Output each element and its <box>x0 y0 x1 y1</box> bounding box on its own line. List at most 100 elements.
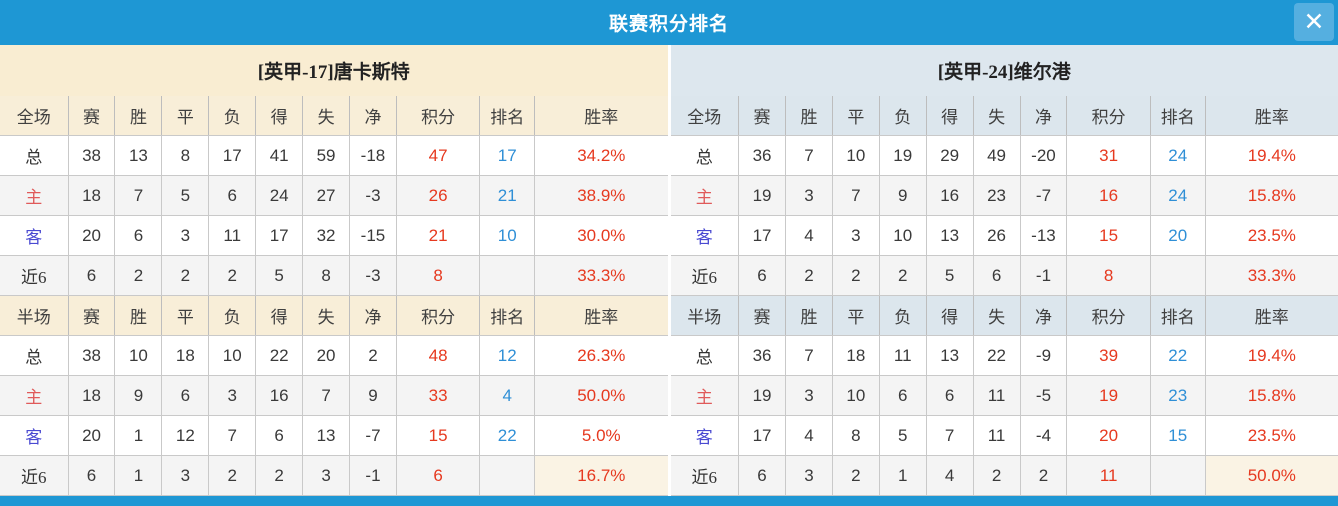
stats-table: 全场赛胜平负得失净积分 排名 胜率总 38 13 8 17 41 59 -18 47 17 34.2% 主… <box>0 96 668 496</box>
stat-cell: 18 <box>161 335 210 376</box>
stat-cell: 17 <box>255 215 304 256</box>
stat-cell: 7 <box>785 135 833 176</box>
table-row: 客 17 4 8 5 7 11 -4 20 15 23.5% <box>670 415 1338 456</box>
table-row: 主 18 9 6 3 16 7 9 33 4 50.0% <box>0 375 668 416</box>
stats-table-body: 全场赛胜平负得失净积分 排名 胜率总 38 13 8 17 41 59 -18 47 17 34.2% 主… <box>0 96 668 496</box>
stat-cell: 2 <box>114 255 163 296</box>
stat-cell: 3 <box>302 455 351 496</box>
column-header: 胜 <box>114 295 163 336</box>
points-cell: 26 <box>396 175 481 216</box>
rank-cell: 21 <box>479 175 536 216</box>
column-header: 失 <box>973 295 1021 336</box>
rank-cell: 4 <box>479 375 536 416</box>
win-rate-cell: 33.3% <box>534 255 668 296</box>
stat-cell: 26 <box>973 215 1021 256</box>
stat-cell: 10 <box>208 335 257 376</box>
stat-cell: 11 <box>208 215 257 256</box>
table-row: 总 36 7 18 11 13 22 -9 39 22 19.4% <box>670 335 1338 376</box>
stat-cell: 2 <box>161 255 210 296</box>
stat-cell: 2 <box>879 255 927 296</box>
team-name: [英甲-24]维尔港 <box>937 62 1071 83</box>
win-rate-cell: 30.0% <box>534 215 668 256</box>
stat-cell: 19 <box>738 175 786 216</box>
stat-cell: 20 <box>68 215 116 256</box>
rank-cell: 15 <box>1150 415 1206 456</box>
stats-table: 全场赛胜平负得失净积分 排名 胜率总 36 7 10 19 29 49 -20 31 24 19.4% 主… <box>670 96 1338 496</box>
row-label: 主 <box>670 175 740 216</box>
column-header: 平 <box>832 295 880 336</box>
rank-cell <box>479 455 536 496</box>
stat-cell: 1 <box>879 455 927 496</box>
stat-cell: 36 <box>738 335 786 376</box>
stat-cell: 12 <box>161 415 210 456</box>
stat-cell: 36 <box>738 135 786 176</box>
stat-cell: 38 <box>68 335 116 376</box>
stat-cell: 29 <box>926 135 974 176</box>
stat-cell: -15 <box>349 215 397 256</box>
row-label: 客 <box>0 415 69 456</box>
stat-cell: 20 <box>302 335 351 376</box>
column-header: 平 <box>161 96 210 136</box>
stat-cell: -3 <box>349 255 397 296</box>
title-bar: 联赛积分排名 ✕ <box>0 0 1338 45</box>
section-header-row: 全场赛胜平负得失净积分 排名 胜率 <box>0 96 668 136</box>
points-cell: 8 <box>1066 255 1151 296</box>
stat-cell: 3 <box>785 455 833 496</box>
column-header: 得 <box>255 295 304 336</box>
stat-cell: 4 <box>785 415 833 456</box>
stat-cell: 7 <box>926 415 974 456</box>
row-label: 主 <box>0 175 69 216</box>
stat-cell: -13 <box>1020 215 1068 256</box>
stat-cell: 10 <box>832 135 880 176</box>
rank-cell: 12 <box>479 335 536 376</box>
stat-cell: 22 <box>255 335 304 376</box>
win-rate-cell: 19.4% <box>1205 135 1338 176</box>
stat-cell: 27 <box>302 175 351 216</box>
row-label: 总 <box>670 135 740 176</box>
win-rate-cell: 19.4% <box>1205 335 1338 376</box>
stat-cell: 2 <box>832 255 880 296</box>
stat-cell: 6 <box>738 455 786 496</box>
row-label: 主 <box>0 375 69 416</box>
stat-cell: 5 <box>926 255 974 296</box>
points-cell: 47 <box>396 135 481 176</box>
stat-cell: 9 <box>114 375 163 416</box>
row-label: 客 <box>0 215 69 256</box>
stat-cell: 4 <box>785 215 833 256</box>
team-header: [英甲-24]维尔港 <box>670 45 1338 96</box>
team-header: [英甲-17]唐卡斯特 <box>0 45 668 96</box>
stat-cell: 59 <box>302 135 351 176</box>
close-button[interactable]: ✕ <box>1294 3 1334 41</box>
section-header-row: 半场赛胜平负得失净积分 排名 胜率 <box>670 295 1338 336</box>
column-header: 排名 <box>479 295 536 336</box>
table-row: 近6 6 2 2 2 5 6 -1 8 33.3% <box>670 255 1338 296</box>
column-header: 赛 <box>738 295 786 336</box>
table-row: 总 38 13 8 17 41 59 -18 47 17 34.2% <box>0 135 668 176</box>
rank-cell: 22 <box>479 415 536 456</box>
win-rate-cell: 15.8% <box>1205 175 1338 216</box>
stats-table-body: 全场赛胜平负得失净积分 排名 胜率总 36 7 10 19 29 49 -20 31 24 19.4% 主… <box>670 96 1338 496</box>
section-label-header: 全场 <box>670 96 740 136</box>
column-header: 得 <box>926 96 974 136</box>
stat-cell: 41 <box>255 135 304 176</box>
table-row: 客 17 4 3 10 13 26 -13 15 20 23.5% <box>670 215 1338 256</box>
column-header: 积分 <box>1066 96 1151 136</box>
column-header: 积分 <box>396 295 481 336</box>
stat-cell: 19 <box>879 135 927 176</box>
stat-cell: -20 <box>1020 135 1068 176</box>
stat-cell: 5 <box>255 255 304 296</box>
points-cell: 31 <box>1066 135 1151 176</box>
table-row: 客 20 1 12 7 6 13 -7 15 22 5.0% <box>0 415 668 456</box>
stat-cell: 18 <box>68 375 116 416</box>
stat-cell: 17 <box>208 135 257 176</box>
rank-cell: 10 <box>479 215 536 256</box>
stat-cell: 2 <box>208 255 257 296</box>
stat-cell: 5 <box>161 175 210 216</box>
stat-cell: 6 <box>68 255 116 296</box>
stat-cell: 4 <box>926 455 974 496</box>
row-label: 客 <box>670 415 740 456</box>
win-rate-cell: 50.0% <box>1205 455 1338 496</box>
stat-cell: 9 <box>879 175 927 216</box>
stat-cell: 3 <box>832 215 880 256</box>
